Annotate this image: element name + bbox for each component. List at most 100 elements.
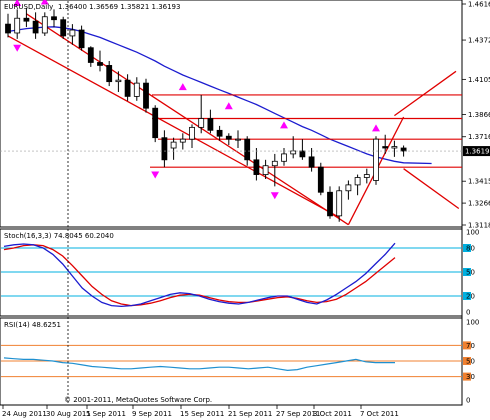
rsi-tick-label: 70 <box>466 342 475 350</box>
candle-body <box>373 138 379 181</box>
price-tick-label: 1.32665 <box>468 200 490 208</box>
rsi-line <box>3 357 395 372</box>
candle-body <box>299 150 306 158</box>
chart-header-symbol: EURUSD,Daily <box>4 3 53 11</box>
stoch-tick-label: 100 <box>466 229 479 237</box>
time-tick-label: 24 Aug 2011 <box>2 410 47 418</box>
stoch-plot: 100 80 50 20 0 <box>1 229 479 317</box>
candle-body <box>5 23 11 34</box>
stoch-main-line <box>3 242 396 308</box>
candle-body <box>290 150 297 155</box>
copyright-label: © 2001-2011, MetaQuotes Software Corp. <box>64 396 212 404</box>
time-tick-label: 15 Sep 2011 <box>180 410 224 418</box>
stoch-label: Stoch(16,3,3) 74.8045 60.2040 <box>4 232 114 240</box>
candle-body <box>87 47 94 63</box>
candle-body <box>262 165 269 175</box>
candle-body <box>382 146 389 149</box>
candle-body <box>317 166 324 193</box>
candle-body <box>354 177 361 186</box>
candle-body <box>198 118 205 128</box>
price-tick-label: 1.41055 <box>468 76 490 84</box>
price-tick-label: 1.31180 <box>468 222 490 230</box>
fractal-marker <box>13 0 22 7</box>
time-tick-label: 27 Sep 2011 <box>276 410 320 418</box>
candle-body <box>179 138 186 143</box>
candle-body <box>41 16 48 34</box>
fractal-marker <box>224 102 233 110</box>
candle-body <box>189 126 195 140</box>
candle-body <box>336 190 343 217</box>
candle-body <box>327 191 333 217</box>
rsi-level-marker <box>463 357 471 365</box>
candle-body <box>216 129 223 137</box>
candle-body <box>23 17 30 22</box>
trendline <box>7 35 340 218</box>
fractal-marker <box>270 192 279 200</box>
stoch-level-marker <box>463 268 471 276</box>
candle-body <box>124 79 131 97</box>
time-tick-label: 7 Oct 2011 <box>360 410 399 418</box>
price-tick-label: 1.43720 <box>468 37 490 45</box>
main-panel <box>0 0 463 228</box>
fractal-marker <box>151 171 160 179</box>
time-tick-label: 5 Sep 2011 <box>86 410 126 418</box>
time-tick-label: 3 Oct 2011 <box>313 410 352 418</box>
fractal-marker <box>178 83 187 91</box>
candle-body <box>400 147 407 152</box>
fractal-marker <box>13 44 22 52</box>
candle-body <box>271 160 278 167</box>
price-tick-label: 1.34150 <box>468 178 490 186</box>
candle-body <box>60 19 67 37</box>
candle-body <box>97 62 103 66</box>
rsi-level-marker <box>463 372 471 381</box>
candle-body <box>225 135 232 140</box>
candle-body <box>308 156 315 168</box>
stoch-tick-label: 50 <box>466 269 475 277</box>
trendline <box>403 168 460 210</box>
fractal-marker <box>372 124 380 132</box>
time-tick-label: 9 Sep 2011 <box>132 410 172 418</box>
candle-body <box>143 82 149 109</box>
candle-body <box>170 141 177 149</box>
stoch-signal-line <box>3 244 396 307</box>
candle-body <box>345 184 352 192</box>
candle-body <box>391 146 398 149</box>
candle-body <box>106 65 113 83</box>
rsi-tick-label: 50 <box>466 358 475 366</box>
candle-body <box>51 16 57 21</box>
fractal-marker <box>280 121 288 129</box>
time-tick-label: 30 Aug 2011 <box>46 410 91 418</box>
chart-header-ohlc: 1.36400 1.36569 1.35821 1.36193 <box>58 3 180 11</box>
candle-body <box>235 138 241 141</box>
stoch-level-marker <box>463 292 471 300</box>
stoch-level-marker <box>463 244 471 252</box>
price-tick-label: 1.38665 <box>468 111 490 119</box>
trendline <box>394 70 457 117</box>
main-plot <box>0 0 462 226</box>
stoch-tick-label: 80 <box>466 245 475 253</box>
candle-body <box>363 174 370 178</box>
stoch-tick-label: 20 <box>466 293 475 301</box>
rsi-tick-label: 0 <box>466 397 470 405</box>
fractal-marker <box>40 0 49 5</box>
current-price-label: 1.36193 <box>465 148 490 156</box>
candle-body <box>69 29 76 37</box>
rsi-level-marker <box>463 341 471 350</box>
candle-body <box>281 153 287 162</box>
time-tick-label: 21 Sep 2011 <box>228 410 272 418</box>
current-price-box <box>463 146 490 157</box>
rsi-label: RSI(14) 48.6251 <box>4 321 61 329</box>
price-tick-label: 1.37165 <box>468 133 490 141</box>
candle-body <box>161 137 168 161</box>
stoch-tick-label: 0 <box>466 309 470 317</box>
candle-body <box>115 79 122 83</box>
candle-body <box>253 159 260 175</box>
rsi-tick-label: 100 <box>466 319 479 327</box>
price-tick-label: 1.46165 <box>468 1 490 9</box>
candle-body <box>244 138 251 161</box>
candle-body <box>32 20 39 34</box>
candle-body <box>152 107 159 139</box>
rsi-plot: 100 70 50 30 0 <box>1 319 479 405</box>
